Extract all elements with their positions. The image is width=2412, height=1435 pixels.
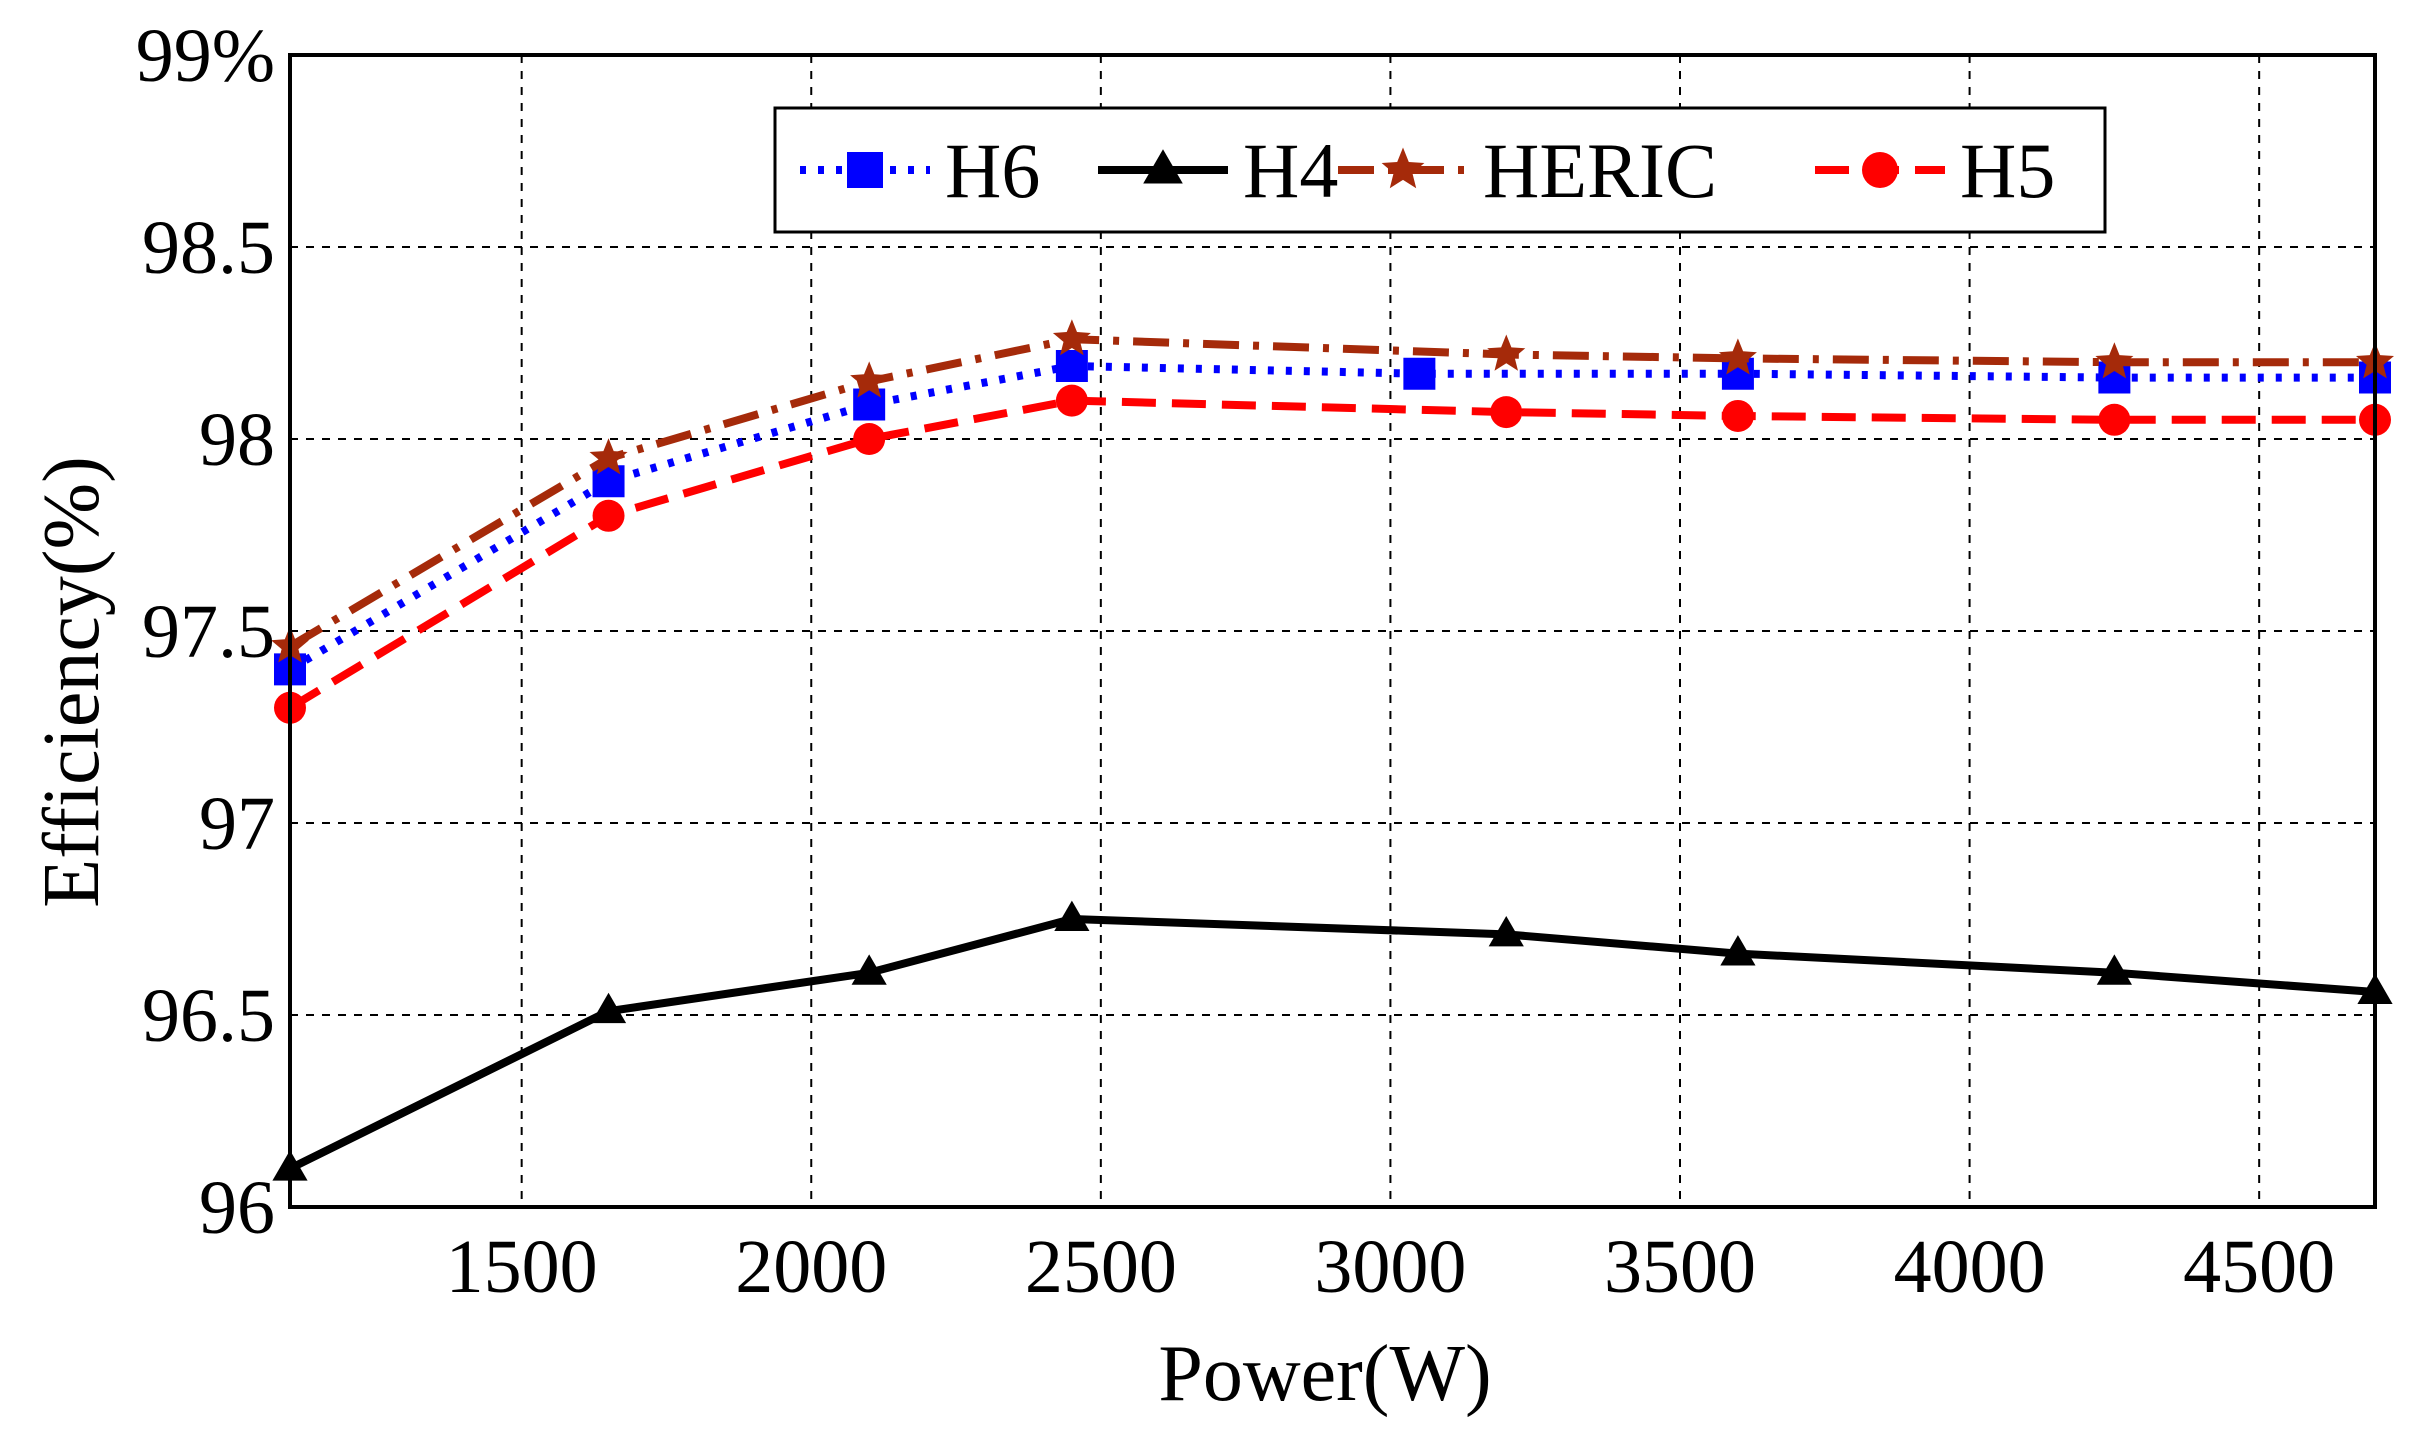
data-point-h5 (592, 499, 625, 532)
data-point-h5 (1490, 396, 1523, 429)
x-tick-label: 2500 (1025, 1225, 1177, 1309)
series-line-h5 (287, 396, 2375, 712)
legend-items: H6 H4 HERIC H5 (800, 127, 2055, 214)
x-tick-label: 4500 (2183, 1225, 2335, 1309)
data-point-h6 (1403, 357, 1436, 390)
y-axis-label: Efficiency(%) (28, 456, 116, 908)
data-point-heric (589, 438, 628, 475)
series-heric (271, 319, 2394, 663)
legend-item-h4: H4 (1098, 127, 1338, 214)
legend: H6 H4 HERIC H5 (773, 106, 2107, 234)
data-point-heric (1052, 319, 1091, 356)
legend-label-h5: H5 (1960, 127, 2055, 214)
y-tick-label: 97.5 (142, 590, 275, 674)
series-h6 (274, 350, 2391, 686)
data-point-heric (1718, 338, 1757, 375)
legend-label-heric: HERIC (1483, 127, 1717, 214)
data-point-h4 (2096, 954, 2132, 985)
series-h4 (272, 900, 2393, 1181)
y-tick-label: 99% (136, 14, 275, 98)
data-point-heric (2095, 342, 2134, 379)
data-point-h6 (592, 465, 625, 498)
series-line-h4 (288, 915, 2376, 1173)
legend-item-h6: H6 (800, 127, 1040, 214)
grid-lines (290, 55, 2375, 1207)
series-h5 (274, 384, 2391, 724)
data-point-heric (850, 361, 889, 398)
legend-item-h5: H5 (1815, 127, 2055, 214)
data-point-h5 (1055, 384, 1088, 417)
x-axis-label: Power(W) (1158, 1330, 1491, 1418)
legend-label-h6: H6 (945, 127, 1040, 214)
data-point-h5 (1721, 399, 1754, 432)
y-tick-label: 96 (199, 1166, 275, 1250)
y-tick-label: 98 (199, 398, 275, 482)
series-line-heric (287, 335, 2375, 650)
data-point-h6 (1055, 350, 1088, 383)
data-point-h4 (1488, 915, 1524, 947)
data-point-h5 (2098, 403, 2131, 436)
data-point-h4 (851, 954, 887, 985)
series-line-h6 (287, 362, 2375, 673)
data-point-h4 (1054, 900, 1090, 931)
x-tick-label: 2000 (735, 1225, 887, 1309)
data-point-h5 (853, 423, 886, 455)
y-tick-label: 97 (199, 782, 275, 866)
legend-marker-heric (1381, 147, 1425, 189)
y-tick-label: 98.5 (142, 206, 275, 290)
plot-series (271, 319, 2394, 1181)
data-point-h4 (1720, 935, 1756, 966)
x-tick-label: 1500 (446, 1225, 598, 1309)
data-point-h6 (853, 388, 886, 421)
data-point-h4 (590, 992, 627, 1024)
y-tick-label: 96.5 (142, 974, 275, 1058)
plot-frame (288, 53, 2377, 1209)
legend-marker-h5 (1862, 152, 1898, 188)
legend-item-heric: HERIC (1338, 127, 1717, 214)
data-point-heric (1487, 334, 1526, 371)
x-tick-label: 3000 (1314, 1225, 1466, 1309)
tick-labels: 1500 2000 2500 3000 3500 4000 4500 96 96.5 97 97.5… (136, 14, 2335, 1309)
legend-marker-h4 (1143, 149, 1183, 184)
x-tick-label: 4000 (1894, 1225, 2046, 1309)
legend-label-h4: H4 (1243, 127, 1338, 214)
x-tick-label: 3500 (1604, 1225, 1756, 1309)
legend-marker-h6 (847, 152, 883, 188)
